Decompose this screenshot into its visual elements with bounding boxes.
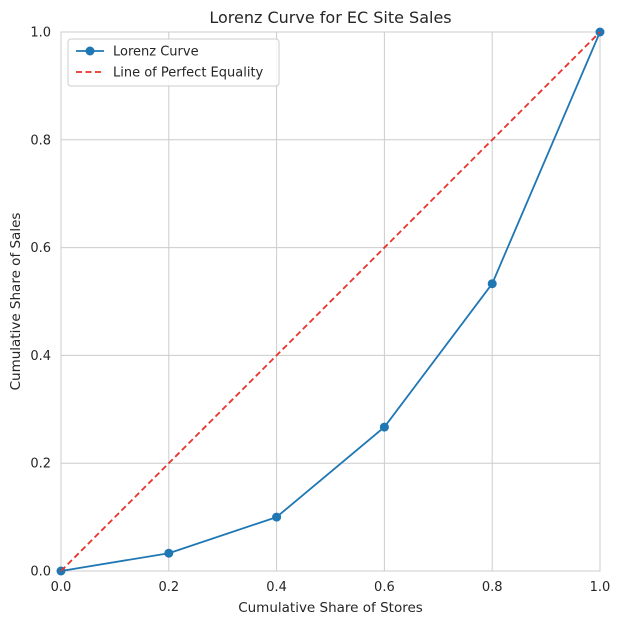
x-tick-label: 0.2 — [158, 580, 179, 595]
y-axis-label: Cumulative Share of Sales — [8, 213, 24, 391]
tick-labels: 0.0 0.2 0.4 0.6 0.8 1.0 0.0 0.2 0.4 0.6 0.8 1.0 — [30, 26, 610, 596]
lorenz-curve-line — [60, 31, 601, 572]
series-layer — [56, 27, 605, 576]
lorenz-curve-point — [272, 512, 282, 522]
legend-box — [67, 38, 280, 87]
legend-label: Lorenz Curve — [113, 45, 199, 60]
legend-label: Line of Perfect Equality — [113, 66, 264, 81]
x-tick-label: 0.6 — [374, 580, 395, 595]
lorenz-curve-point — [164, 548, 174, 558]
equality-line — [60, 31, 601, 572]
y-tick-label: 0.0 — [30, 565, 51, 580]
legend-marker-lorenz — [85, 46, 95, 56]
y-tick-label: 0.8 — [30, 133, 51, 148]
plot-frame — [60, 31, 601, 572]
chart-title: Lorenz Curve for EC Site Sales — [209, 8, 451, 27]
x-axis-label: Cumulative Share of Stores — [238, 600, 423, 616]
y-tick-label: 0.4 — [30, 349, 51, 364]
lorenz-curve-point — [379, 422, 389, 432]
x-tick-label: 0.0 — [51, 580, 72, 595]
y-tick-label: 0.6 — [30, 241, 51, 256]
legend: Lorenz Curve Line of Perfect Equality — [67, 38, 280, 87]
x-tick-label: 0.8 — [482, 580, 503, 595]
x-tick-label: 1.0 — [590, 580, 611, 595]
lorenz-curve-point — [487, 279, 497, 289]
y-tick-label: 1.0 — [30, 26, 51, 41]
y-tick-label: 0.2 — [30, 457, 51, 472]
x-tick-label: 0.4 — [266, 580, 287, 595]
